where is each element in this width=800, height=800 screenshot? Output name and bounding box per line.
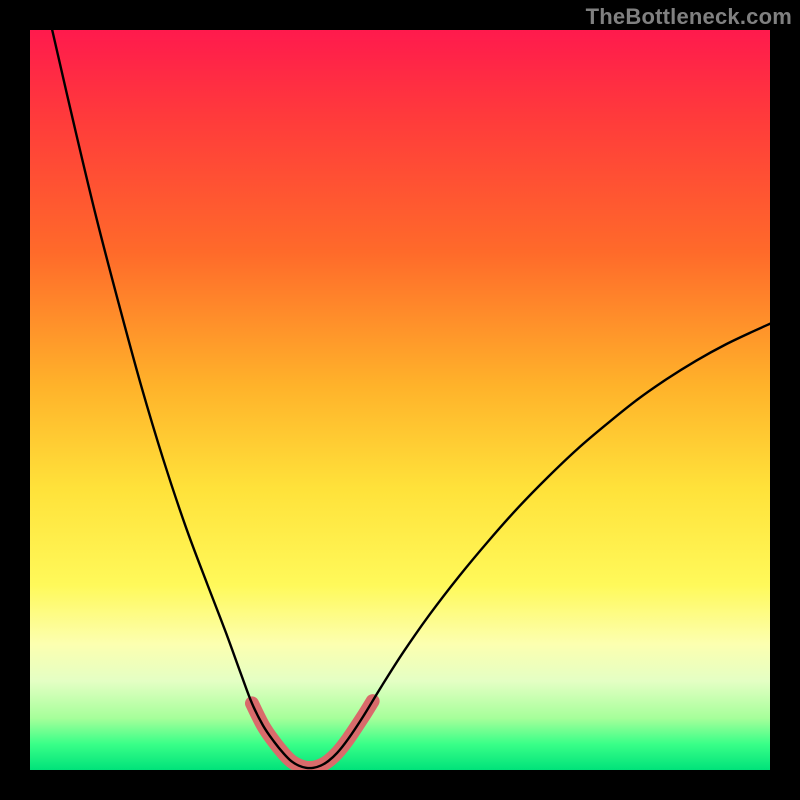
plot-area [30,30,770,770]
watermark-text: TheBottleneck.com [586,4,792,30]
bottleneck-chart [30,30,770,770]
figure-frame: { "watermark": { "text": "TheBottleneck.… [0,0,800,800]
